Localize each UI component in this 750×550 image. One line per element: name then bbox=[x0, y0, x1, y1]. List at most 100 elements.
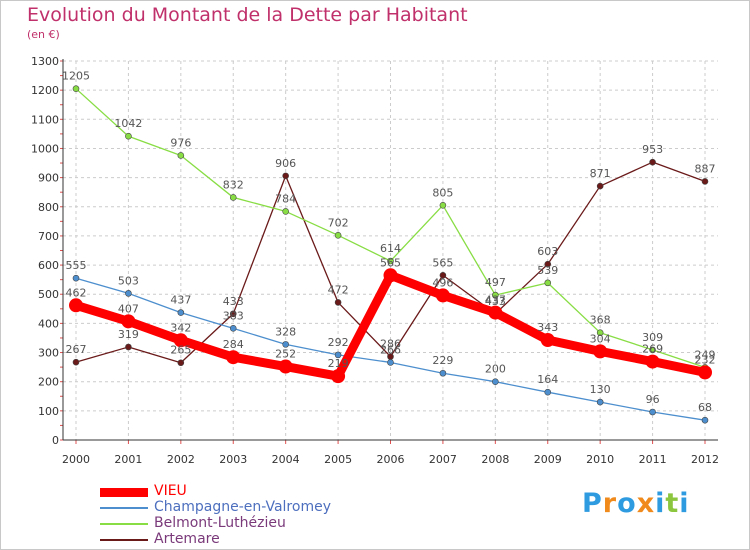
data-label-champagne-en-valromey: 68 bbox=[698, 401, 712, 414]
data-label-champagne-en-valromey: 164 bbox=[537, 373, 558, 386]
data-point-champagne-en-valromey bbox=[439, 369, 447, 377]
data-point-belmont-luth-zieu bbox=[125, 132, 132, 140]
legend-label-champagne: Champagne-en-Valromey bbox=[154, 499, 331, 515]
data-label-belmont-luth-zieu: 309 bbox=[642, 331, 663, 344]
data-label-artemare: 565 bbox=[432, 256, 453, 269]
data-label-vieu: 304 bbox=[590, 332, 611, 345]
legend-item-vieu: VIEU bbox=[100, 483, 400, 500]
data-label-artemare: 906 bbox=[275, 157, 296, 170]
y-tick-label: 1200 bbox=[31, 84, 59, 97]
data-point-artemare bbox=[177, 359, 185, 367]
data-label-artemare: 286 bbox=[380, 338, 401, 351]
y-tick-label: 700 bbox=[38, 230, 59, 243]
data-label-belmont-luth-zieu: 805 bbox=[432, 186, 453, 199]
data-point-belmont-luth-zieu bbox=[282, 208, 289, 215]
data-label-belmont-luth-zieu: 1042 bbox=[114, 117, 142, 130]
data-label-vieu: 496 bbox=[432, 276, 453, 289]
data-point-vieu bbox=[69, 298, 83, 313]
data-label-vieu: 343 bbox=[537, 321, 558, 334]
data-label-belmont-luth-zieu: 1205 bbox=[62, 70, 90, 83]
data-point-belmont-luth-zieu bbox=[649, 346, 656, 354]
data-label-artemare: 267 bbox=[66, 343, 87, 356]
y-tick-label: 0 bbox=[52, 434, 59, 447]
legend-item-artemare: Artemare bbox=[100, 531, 400, 548]
legend-swatch-artemare bbox=[100, 539, 148, 541]
data-point-champagne-en-valromey bbox=[125, 290, 132, 297]
y-tick-label: 300 bbox=[38, 347, 59, 360]
data-label-champagne-en-valromey: 200 bbox=[485, 363, 506, 376]
y-tick-label: 200 bbox=[38, 376, 59, 389]
data-label-champagne-en-valromey: 555 bbox=[66, 259, 87, 272]
data-point-vieu bbox=[488, 305, 503, 320]
data-point-belmont-luth-zieu bbox=[72, 85, 80, 92]
x-tick-label: 2006 bbox=[377, 453, 405, 466]
data-point-artemare bbox=[701, 178, 709, 185]
data-point-champagne-en-valromey bbox=[282, 341, 289, 348]
data-point-belmont-luth-zieu bbox=[334, 232, 342, 239]
data-point-artemare bbox=[439, 271, 447, 279]
data-point-vieu bbox=[173, 333, 188, 348]
y-tick-label: 900 bbox=[38, 172, 59, 185]
data-label-belmont-luth-zieu: 702 bbox=[328, 216, 349, 229]
data-label-champagne-en-valromey: 383 bbox=[223, 309, 244, 322]
data-label-vieu: 565 bbox=[380, 256, 401, 269]
data-point-artemare bbox=[334, 299, 342, 306]
y-tick-label: 1300 bbox=[31, 55, 59, 68]
legend-swatch-belmont bbox=[100, 523, 148, 525]
data-label-champagne-en-valromey: 130 bbox=[590, 383, 611, 396]
logo-letter: x bbox=[636, 488, 656, 519]
data-point-belmont-luth-zieu bbox=[439, 202, 447, 209]
data-label-artemare: 319 bbox=[118, 328, 139, 341]
data-label-vieu: 407 bbox=[118, 302, 139, 315]
data-point-artemare bbox=[596, 182, 604, 190]
logo-letter: o bbox=[617, 488, 637, 519]
data-label-vieu: 284 bbox=[223, 338, 244, 351]
legend-label-artemare: Artemare bbox=[154, 531, 220, 547]
logo-letter: i bbox=[679, 488, 690, 519]
data-point-belmont-luth-zieu bbox=[177, 152, 185, 159]
x-tick-label: 2007 bbox=[429, 453, 457, 466]
data-label-champagne-en-valromey: 292 bbox=[328, 336, 349, 349]
legend-label-belmont: Belmont-Luthézieu bbox=[154, 515, 286, 531]
data-label-vieu: 342 bbox=[170, 321, 191, 334]
data-point-artemare bbox=[72, 358, 80, 366]
data-point-champagne-en-valromey bbox=[649, 408, 656, 416]
data-point-vieu bbox=[540, 333, 555, 348]
data-label-belmont-luth-zieu: 832 bbox=[223, 178, 244, 191]
x-tick-label: 2012 bbox=[691, 453, 719, 466]
data-point-champagne-en-valromey bbox=[544, 388, 552, 396]
data-label-artemare: 433 bbox=[485, 295, 506, 308]
legend: VIEU Champagne-en-Valromey Belmont-Luthé… bbox=[100, 483, 400, 548]
data-label-vieu: 252 bbox=[275, 348, 296, 361]
y-tick-label: 100 bbox=[38, 405, 59, 418]
x-tick-label: 2001 bbox=[114, 453, 142, 466]
y-tick-label: 800 bbox=[38, 201, 59, 214]
data-point-artemare bbox=[229, 310, 237, 318]
data-label-champagne-en-valromey: 503 bbox=[118, 274, 139, 287]
data-label-champagne-en-valromey: 96 bbox=[646, 393, 660, 406]
data-point-vieu bbox=[645, 354, 660, 369]
data-point-champagne-en-valromey bbox=[387, 359, 394, 366]
data-label-champagne-en-valromey: 266 bbox=[380, 343, 401, 356]
data-label-vieu: 219 bbox=[328, 357, 349, 370]
data-point-champagne-en-valromey bbox=[596, 398, 604, 406]
data-point-champagne-en-valromey bbox=[334, 351, 342, 359]
data-label-belmont-luth-zieu: 976 bbox=[170, 136, 191, 149]
grid bbox=[63, 60, 718, 440]
data-label-champagne-en-valromey: 229 bbox=[432, 354, 453, 367]
y-tick-label: 1100 bbox=[31, 113, 59, 126]
data-point-champagne-en-valromey bbox=[72, 274, 80, 282]
data-label-vieu: 437 bbox=[485, 294, 506, 307]
data-point-vieu bbox=[331, 369, 346, 384]
legend-swatch-champagne bbox=[100, 507, 148, 509]
logo-letter: r bbox=[602, 488, 618, 519]
data-label-belmont-luth-zieu: 368 bbox=[590, 314, 611, 327]
data-label-vieu: 462 bbox=[66, 286, 87, 299]
data-point-champagne-en-valromey bbox=[229, 325, 237, 332]
data-point-belmont-luth-zieu bbox=[596, 329, 604, 337]
logo-letter: P bbox=[582, 488, 603, 519]
data-label-vieu: 269 bbox=[642, 343, 663, 356]
data-point-artemare bbox=[544, 260, 552, 268]
